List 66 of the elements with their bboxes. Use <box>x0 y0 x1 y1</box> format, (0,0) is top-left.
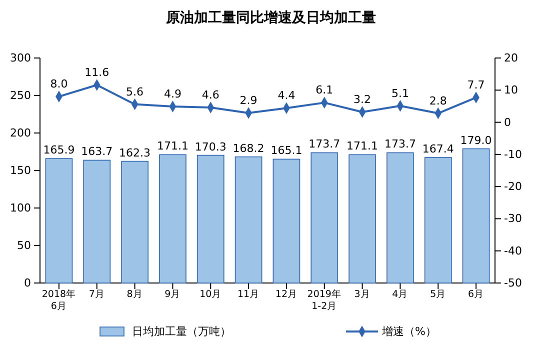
bar <box>45 158 73 284</box>
bar <box>234 156 262 284</box>
data-label: 4.6 <box>202 88 220 102</box>
x-tick-label: 5月 <box>430 289 446 300</box>
data-label: 2.9 <box>240 94 258 107</box>
x-tick-label: 12月 <box>275 289 298 300</box>
legend-label: 日均加工量（万吨） <box>132 325 231 338</box>
data-label: 171.1 <box>156 140 188 153</box>
data-label: 165.9 <box>43 144 75 157</box>
data-label: 171.1 <box>346 140 378 153</box>
data-label: 2.8 <box>429 94 447 108</box>
data-label: 173.7 <box>384 138 416 151</box>
bar <box>121 160 148 284</box>
bar <box>424 157 452 284</box>
x-tick-label: 8月 <box>126 289 143 300</box>
y-tick-label: 50 <box>17 239 31 252</box>
bar <box>348 154 376 284</box>
data-label: 167.4 <box>422 142 454 156</box>
x-tick-label: 11月 <box>237 289 260 300</box>
data-label: 165.1 <box>270 144 302 158</box>
bar <box>462 148 490 284</box>
x-tick-label: 7月 <box>88 289 105 300</box>
y-tick-label: 250 <box>10 89 31 102</box>
y2-tick-label: -10 <box>504 148 522 161</box>
x-tick-label: 2018年 6月 <box>42 288 76 312</box>
data-label: 5.1 <box>391 86 409 100</box>
data-label: 173.7 <box>308 138 340 151</box>
y2-tick-label: 10 <box>504 84 518 97</box>
y2-tick-label: -30 <box>504 212 522 226</box>
y2-tick-label: 20 <box>504 52 518 65</box>
bar <box>83 160 111 284</box>
data-label: 5.6 <box>126 85 144 98</box>
data-label: 4.9 <box>164 88 182 101</box>
chart-title: 原油加工量同比增速及日均加工量 <box>165 10 376 26</box>
data-label: 4.4 <box>278 89 296 102</box>
data-label: 3.2 <box>354 93 372 106</box>
data-label: 11.6 <box>84 66 110 79</box>
data-label: 168.2 <box>232 142 264 155</box>
data-label: 6.1 <box>316 84 334 97</box>
bar <box>386 152 414 284</box>
data-label: 170.3 <box>194 140 226 154</box>
y2-tick-label: -40 <box>504 244 522 258</box>
data-label: 163.7 <box>81 145 113 158</box>
y-tick-label: 150 <box>10 164 31 178</box>
y2-tick-label: -50 <box>504 276 522 290</box>
x-tick-label: 4月 <box>392 289 408 300</box>
y-tick-label: 0 <box>24 276 31 290</box>
y2-tick-label: 0 <box>504 116 511 129</box>
data-label: 162.3 <box>119 146 151 160</box>
bar <box>272 158 300 284</box>
x-tick-label: 2019年 1-2月 <box>307 288 342 312</box>
data-label: 7.7 <box>467 78 485 92</box>
x-tick-label: 6月 <box>468 289 484 300</box>
x-tick-label: 10月 <box>200 289 222 300</box>
legend-label: 增速（%） <box>381 325 436 338</box>
bar <box>310 152 338 284</box>
x-tick-label: 9月 <box>164 289 181 300</box>
bar <box>159 154 186 284</box>
bar <box>196 154 224 284</box>
y-tick-label: 300 <box>10 52 31 65</box>
x-tick-label: 3月 <box>354 289 370 300</box>
data-label: 179.0 <box>460 134 492 147</box>
data-label: 8.0 <box>50 78 68 91</box>
y-tick-label: 200 <box>10 126 31 140</box>
y-tick-label: 100 <box>10 202 31 215</box>
y2-tick-label: -20 <box>504 180 522 194</box>
